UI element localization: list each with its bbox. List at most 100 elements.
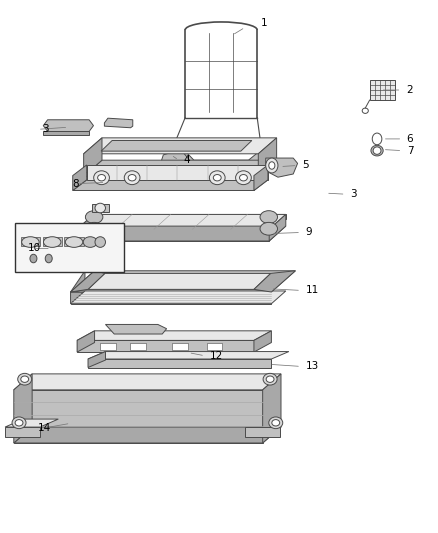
Polygon shape (254, 165, 268, 190)
Polygon shape (258, 138, 277, 176)
Polygon shape (71, 271, 85, 304)
Ellipse shape (85, 211, 103, 223)
Polygon shape (106, 325, 166, 334)
Polygon shape (131, 343, 146, 350)
Polygon shape (177, 144, 261, 168)
Ellipse shape (12, 417, 26, 429)
Ellipse shape (94, 171, 110, 184)
Polygon shape (42, 237, 62, 246)
Polygon shape (94, 214, 286, 219)
Polygon shape (245, 427, 280, 437)
Text: 7: 7 (407, 146, 413, 156)
Polygon shape (77, 341, 254, 352)
Polygon shape (5, 419, 58, 427)
Polygon shape (88, 352, 289, 359)
Polygon shape (21, 237, 40, 246)
Text: 12: 12 (209, 351, 223, 361)
Ellipse shape (45, 254, 52, 263)
Polygon shape (84, 138, 102, 176)
Ellipse shape (372, 133, 382, 145)
Text: 1: 1 (261, 18, 267, 28)
Polygon shape (77, 229, 269, 241)
Ellipse shape (263, 373, 277, 385)
Polygon shape (92, 204, 109, 212)
Polygon shape (254, 271, 295, 292)
Polygon shape (71, 271, 105, 292)
Ellipse shape (240, 174, 247, 181)
Ellipse shape (272, 419, 280, 426)
Ellipse shape (371, 146, 383, 156)
Ellipse shape (209, 171, 225, 184)
Polygon shape (84, 138, 277, 154)
Polygon shape (14, 427, 281, 443)
Ellipse shape (65, 237, 83, 247)
Polygon shape (88, 359, 272, 368)
Polygon shape (88, 352, 106, 368)
Ellipse shape (260, 222, 278, 235)
Polygon shape (77, 226, 286, 241)
Polygon shape (71, 292, 272, 304)
Polygon shape (77, 331, 272, 341)
Ellipse shape (85, 222, 103, 235)
Text: 10: 10 (28, 244, 41, 253)
Polygon shape (263, 374, 281, 443)
Polygon shape (77, 214, 94, 241)
Polygon shape (71, 271, 295, 292)
Text: 3: 3 (42, 124, 49, 134)
Text: 3: 3 (350, 189, 357, 199)
Polygon shape (71, 291, 286, 304)
Ellipse shape (83, 237, 97, 247)
Ellipse shape (373, 147, 381, 155)
Ellipse shape (269, 417, 283, 429)
Polygon shape (73, 180, 268, 190)
Polygon shape (14, 374, 281, 390)
Ellipse shape (18, 373, 32, 385)
Polygon shape (172, 343, 187, 350)
Polygon shape (43, 120, 93, 132)
Text: 5: 5 (302, 160, 309, 171)
Polygon shape (14, 390, 263, 443)
Polygon shape (159, 150, 190, 171)
Text: 13: 13 (305, 361, 319, 372)
Polygon shape (64, 237, 84, 246)
Ellipse shape (269, 162, 275, 169)
Ellipse shape (128, 174, 136, 181)
Ellipse shape (43, 237, 61, 247)
Text: 9: 9 (305, 228, 312, 238)
Polygon shape (266, 158, 297, 177)
Polygon shape (77, 214, 286, 229)
Polygon shape (370, 80, 395, 100)
Ellipse shape (95, 237, 106, 247)
Ellipse shape (21, 376, 28, 382)
Polygon shape (207, 343, 223, 350)
Polygon shape (88, 273, 271, 289)
Polygon shape (84, 172, 101, 176)
Polygon shape (269, 214, 286, 241)
Polygon shape (100, 343, 116, 350)
Text: 8: 8 (72, 179, 78, 189)
Text: 11: 11 (305, 286, 319, 295)
Polygon shape (73, 165, 87, 190)
Ellipse shape (15, 419, 23, 426)
Text: 4: 4 (183, 155, 190, 165)
Polygon shape (84, 160, 277, 176)
Ellipse shape (236, 171, 251, 184)
Polygon shape (73, 175, 254, 190)
Ellipse shape (266, 158, 278, 173)
Polygon shape (14, 374, 32, 443)
Text: 2: 2 (407, 85, 413, 95)
Text: 6: 6 (407, 134, 413, 144)
Polygon shape (77, 331, 95, 352)
Ellipse shape (21, 237, 39, 247)
Ellipse shape (124, 171, 140, 184)
Polygon shape (71, 289, 272, 292)
Ellipse shape (213, 174, 221, 181)
Ellipse shape (260, 211, 278, 223)
Ellipse shape (98, 174, 106, 181)
Text: 14: 14 (38, 423, 51, 433)
Polygon shape (5, 427, 40, 437)
Ellipse shape (266, 376, 274, 382)
Polygon shape (101, 141, 252, 151)
FancyBboxPatch shape (14, 223, 124, 272)
Ellipse shape (30, 254, 37, 263)
